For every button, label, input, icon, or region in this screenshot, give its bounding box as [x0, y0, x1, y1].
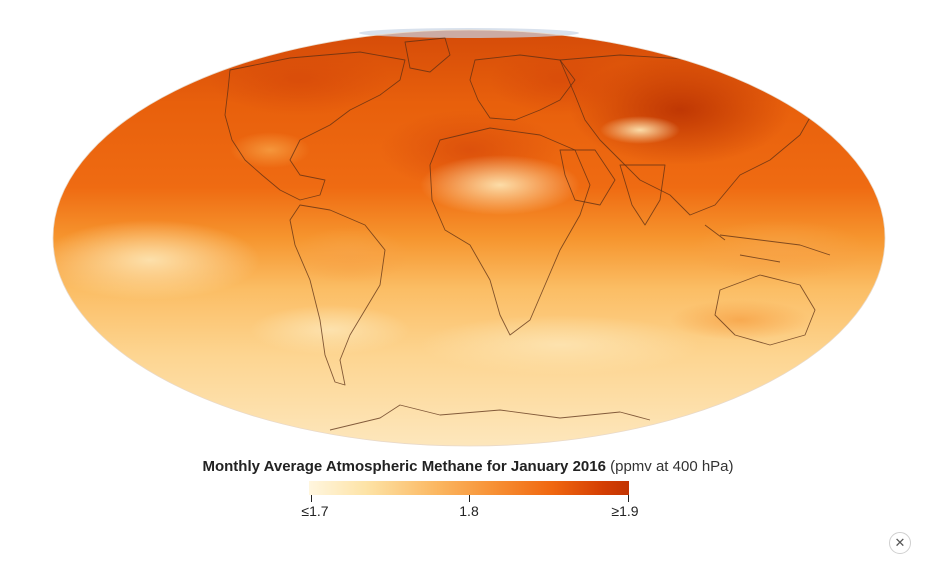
close-icon: ✕ [894, 535, 906, 550]
coastlines [224, 37, 846, 431]
polar-tint [359, 28, 579, 38]
new-zealand-outline [834, 349, 846, 379]
india-outline [619, 164, 666, 226]
caption-title: Monthly Average Atmospheric Methane for … [202, 458, 606, 475]
color-legend: ≤1.7 1.8 ≥1.9 [301, 481, 639, 521]
legend-tick-mid [469, 495, 470, 502]
methane-map [52, 28, 886, 447]
legend-tick-high [628, 495, 629, 502]
se-asia-islands-outline [704, 224, 831, 263]
globe-border [52, 29, 886, 447]
legend-label-mid: 1.8 [459, 503, 479, 519]
australia-outline [714, 274, 816, 346]
close-button[interactable]: ✕ [889, 532, 911, 554]
legend-label-low: ≤1.7 [301, 503, 329, 519]
world-map-svg [52, 28, 886, 447]
africa-outline [429, 127, 591, 336]
legend-color-bar [309, 481, 629, 495]
legend-label-high: ≥1.9 [611, 503, 639, 519]
arabia-outline [559, 149, 616, 206]
south-america-outline [289, 204, 386, 386]
north-america-outline [224, 51, 406, 201]
greenland-outline [404, 37, 451, 73]
legend-tick-low [311, 495, 312, 502]
caption-unit: (ppmv at 400 hPa) [610, 458, 734, 475]
antarctica-outline [329, 404, 651, 431]
map-caption: Monthly Average Atmospheric Methane for … [0, 458, 936, 475]
europe-outline [469, 54, 576, 121]
